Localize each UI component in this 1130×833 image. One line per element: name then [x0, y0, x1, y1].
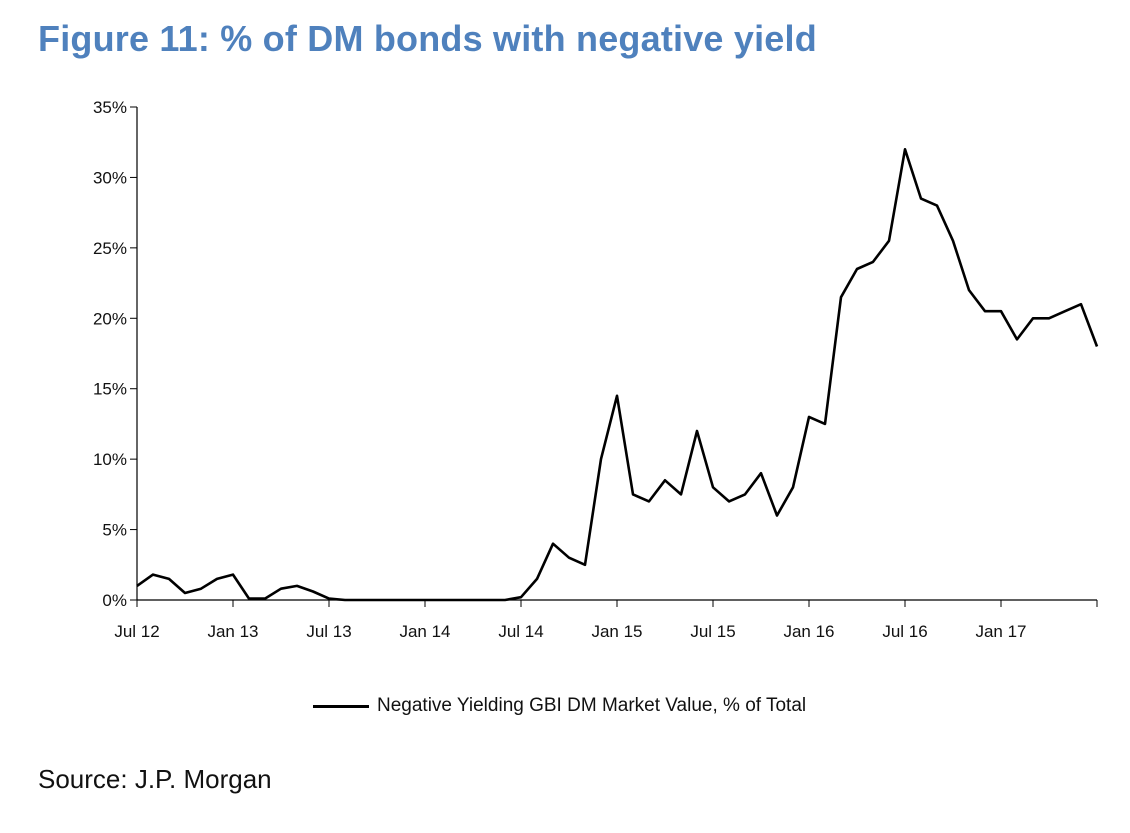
x-tick-label: Jan 16	[783, 622, 834, 641]
x-tick-label: Jul 12	[114, 622, 159, 641]
series-line	[136, 148, 1099, 602]
x-tick-label: Jul 14	[498, 622, 543, 641]
y-tick-label: 25%	[93, 239, 127, 258]
y-tick-label: 0%	[102, 591, 127, 610]
source-note: Source: J.P. Morgan	[38, 764, 272, 794]
y-tick-label: 30%	[93, 168, 127, 187]
y-tick-label: 20%	[93, 309, 127, 328]
y-tick-label: 10%	[93, 450, 127, 469]
x-tick-label: Jan 15	[591, 622, 642, 641]
legend-line-swatch	[313, 704, 369, 708]
x-tick-label: Jan 17	[975, 622, 1026, 641]
y-tick-label: 35%	[93, 98, 127, 117]
y-tick-label: 5%	[102, 521, 127, 540]
x-tick-label: Jul 15	[690, 622, 735, 641]
x-tick-label: Jan 13	[207, 622, 258, 641]
legend-label: Negative Yielding GBI DM Market Value, %…	[377, 695, 807, 716]
x-tick-label: Jul 13	[306, 622, 351, 641]
y-axis: 0% 5% 10% 15% 20% 25% 30% 35%	[93, 98, 138, 610]
x-tick-label: Jul 16	[882, 622, 927, 641]
x-tick-label: Jan 14	[399, 622, 450, 641]
y-tick-label: 15%	[93, 380, 127, 399]
line-chart: 0%5%10%15%20%25%30%35% Jul 12 Jan 13 Jul 1…	[93, 98, 1099, 641]
series-group	[136, 148, 1099, 602]
chart-title: Figure 11: % of DM bonds with negative y…	[38, 18, 817, 59]
legend: Negative Yielding GBI DM Market Value, %…	[313, 693, 806, 719]
x-axis: Jul 12 Jan 13 Jul 13 Jan 14 Jul 14 Jan 15 Jul …	[114, 599, 1098, 641]
